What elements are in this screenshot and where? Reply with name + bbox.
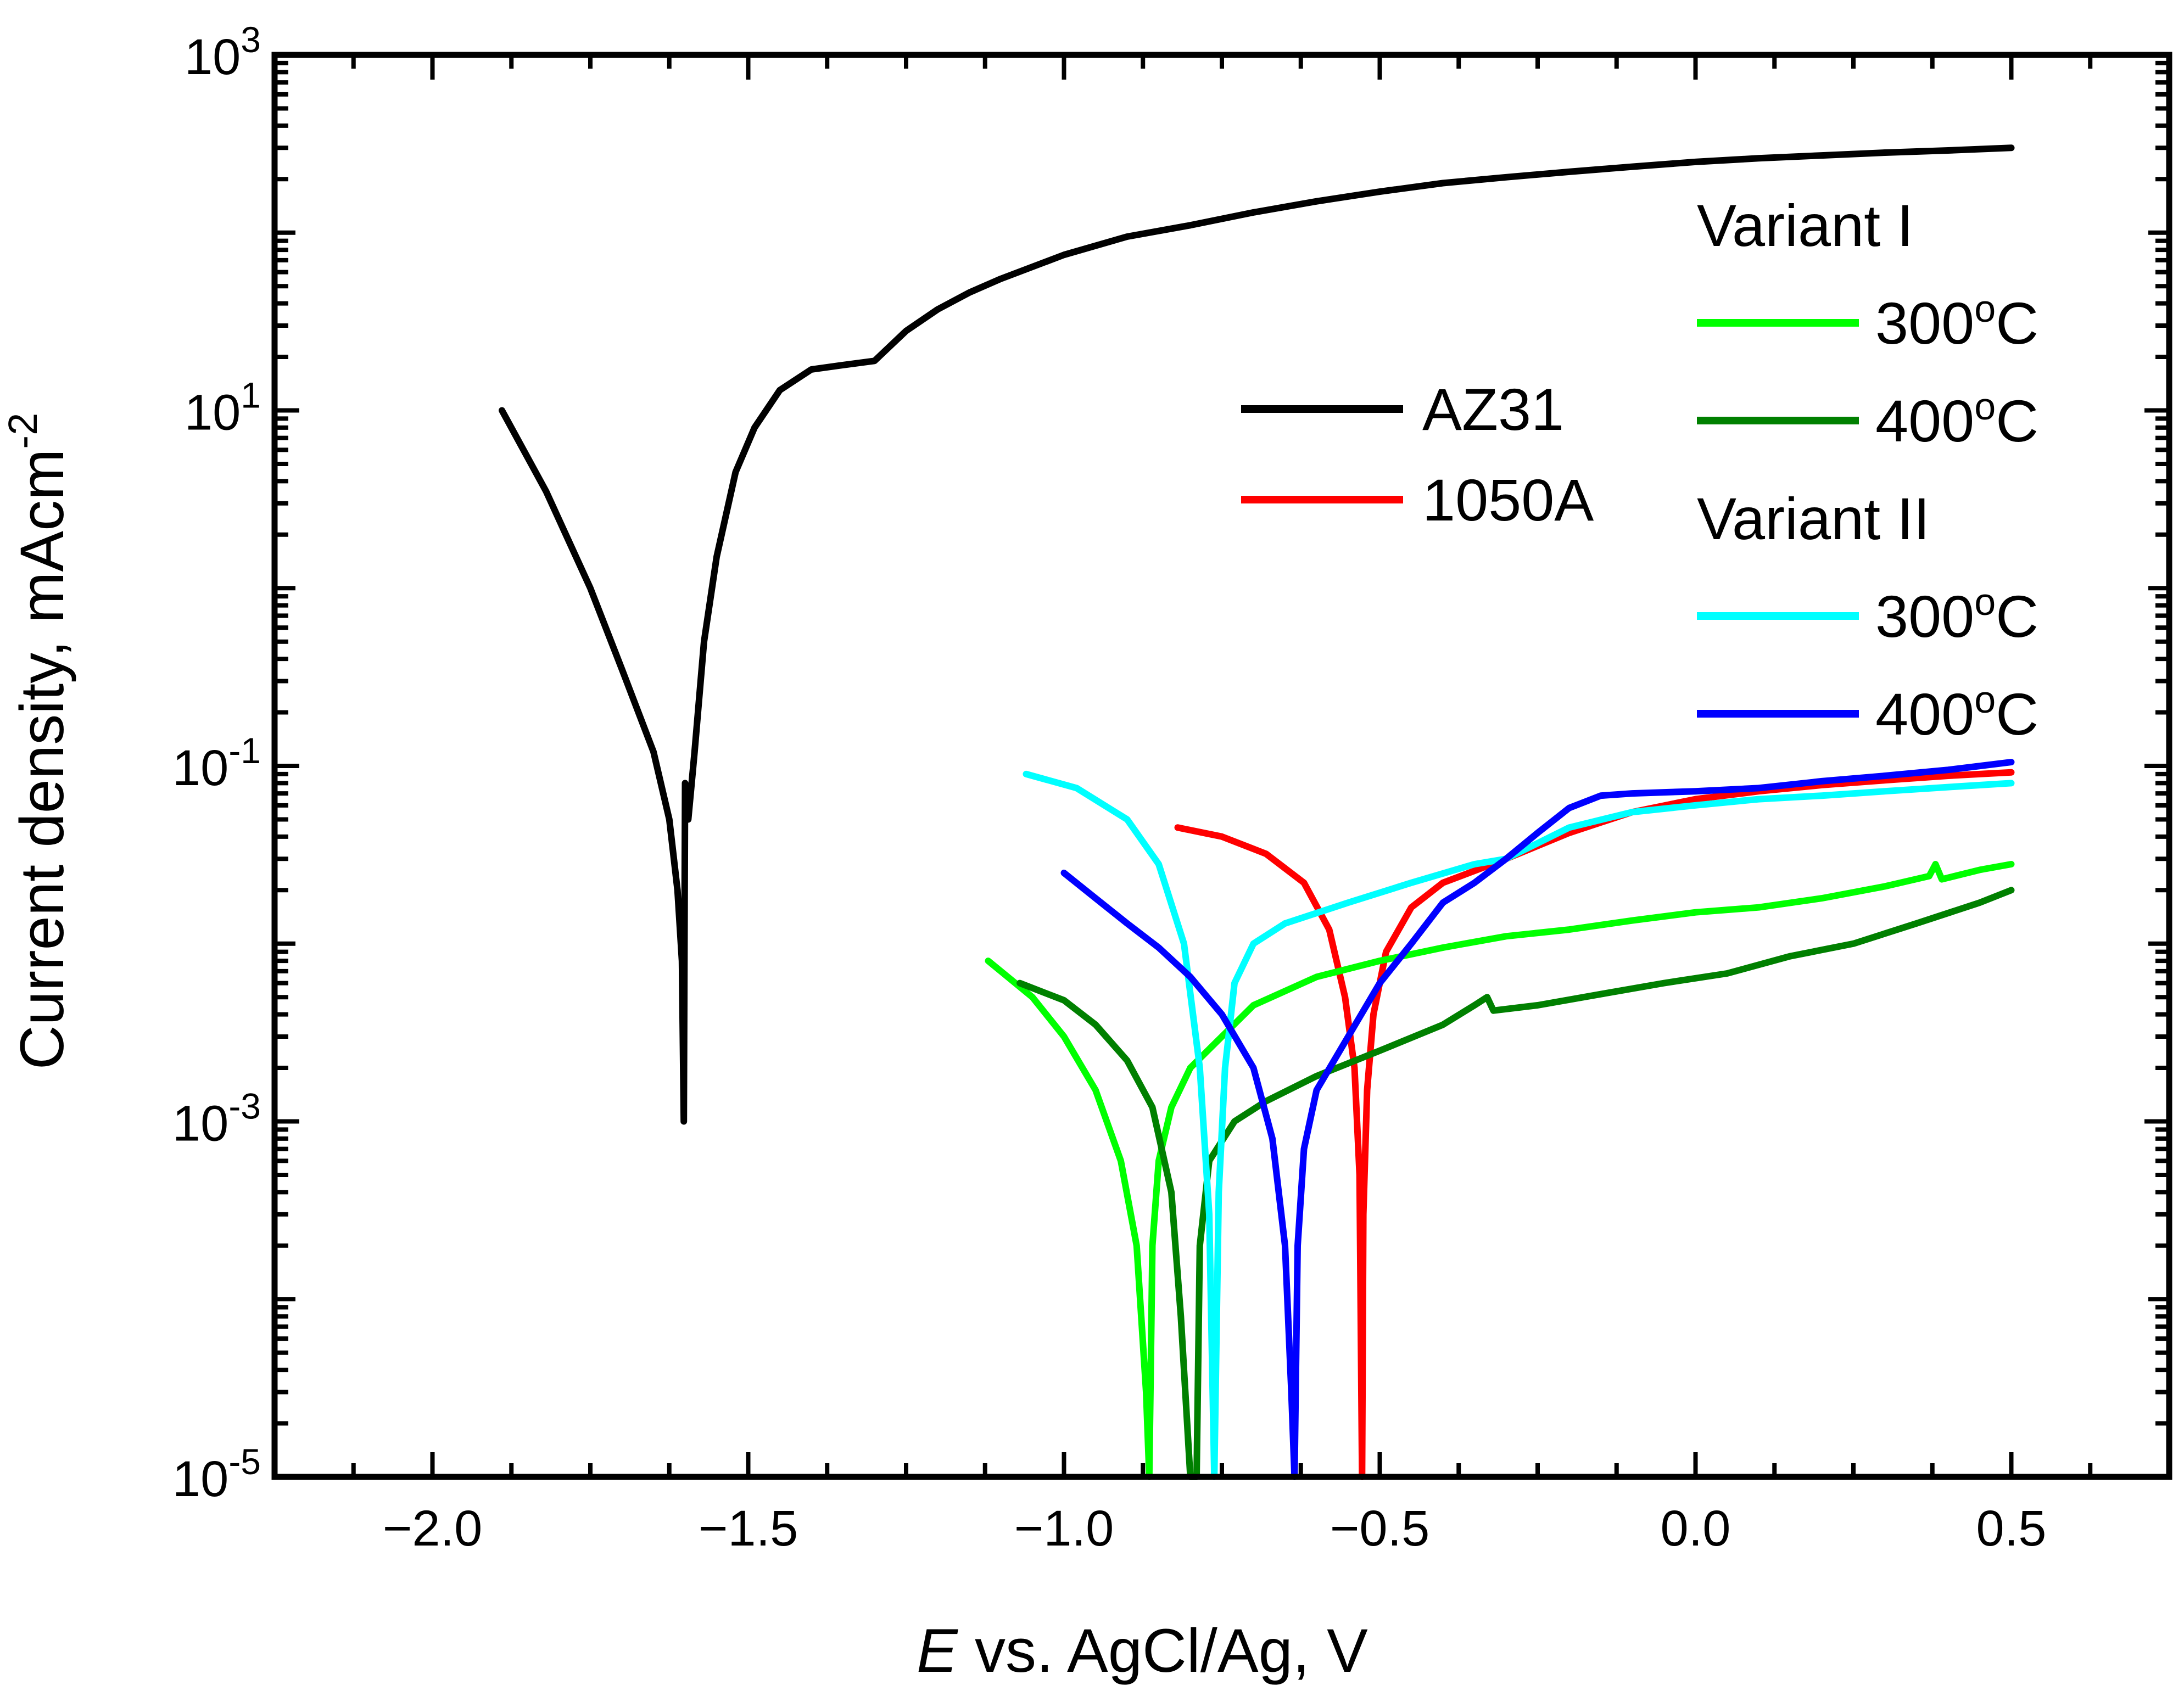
y-tick-base: 10 [185, 29, 241, 85]
y-tick-base: 10 [172, 740, 228, 796]
y-tick-label: 10-1 [172, 730, 261, 796]
legend-unit: C [1996, 290, 2038, 356]
x-tick-labels: −2.0 −1.5 −1.0 −0.5 0.0 0.5 [383, 1501, 2047, 1557]
y-tick-label: 10-3 [172, 1086, 261, 1152]
x-tick-label: −0.5 [1330, 1501, 1430, 1557]
legend-unit: C [1996, 583, 2038, 650]
series-line-4 [1023, 770, 2015, 1480]
legend-unit: C [1996, 681, 2038, 747]
series-line-3 [1016, 887, 2015, 1480]
x-axis-label-rest: vs. AgCl/Ag, V [958, 1616, 1368, 1685]
legend-label: 300oC [1875, 287, 2038, 356]
axis-ticks [272, 53, 2171, 1479]
y-tick-exponent: 3 [241, 19, 261, 60]
x-tick-label: 0.5 [1976, 1501, 2047, 1557]
legend-label: 400oC [1875, 385, 2038, 454]
legend-degree: o [1974, 385, 1996, 428]
legend-group-header: Variant I [1697, 192, 1913, 259]
legend-degree: o [1974, 678, 1996, 721]
data-series [499, 144, 2015, 1480]
legend-materials: AZ31 1050A [1241, 376, 1594, 533]
x-tick-label: −1.5 [699, 1501, 798, 1557]
legend-label: 300oC [1875, 580, 2038, 650]
x-tick-label: 0.0 [1661, 1501, 1731, 1557]
x-tick-label: −1.0 [1014, 1501, 1114, 1557]
y-axis-label: Current density, mAcm-2 [0, 413, 76, 1070]
legend-temp: 300 [1875, 290, 1974, 356]
legend-degree: o [1974, 287, 1996, 330]
legend-label: AZ31 [1422, 376, 1564, 443]
y-tick-base: 10 [172, 1096, 228, 1152]
series-line-0 [499, 144, 2015, 1125]
x-tick-label: −2.0 [383, 1501, 483, 1557]
legend-unit: C [1996, 388, 2038, 454]
y-tick-exponent: -3 [228, 1086, 261, 1127]
y-tick-exponent: -5 [228, 1441, 261, 1482]
legend-temp: 300 [1875, 583, 1974, 650]
y-tick-label: 103 [185, 19, 261, 85]
y-tick-base: 10 [185, 385, 241, 441]
y-tick-exponent: -1 [228, 730, 261, 771]
y-axis-label-sup: -2 [0, 413, 46, 449]
plot-frame [271, 52, 2172, 1480]
legend-temp: 400 [1875, 681, 1974, 747]
legend-group-header: Variant II [1697, 485, 1930, 552]
series-line-2 [985, 861, 2015, 1480]
series-line-5 [1060, 759, 2015, 1480]
y-axis-label-main: Current density, mAcm [8, 449, 76, 1070]
x-axis-label-italic: E [917, 1616, 958, 1685]
legend-label: 400oC [1875, 678, 2038, 747]
y-tick-label: 10-5 [172, 1441, 261, 1507]
series-line-1 [1174, 769, 2015, 1480]
x-axis-label: E vs. AgCl/Ag, V [917, 1616, 1368, 1685]
legend-label: 1050A [1422, 467, 1594, 533]
legend-temp: 400 [1875, 388, 1974, 454]
y-tick-label: 101 [185, 375, 261, 441]
y-tick-exponent: 1 [241, 375, 261, 416]
legend-degree: o [1974, 580, 1996, 623]
y-tick-base: 10 [172, 1451, 228, 1507]
